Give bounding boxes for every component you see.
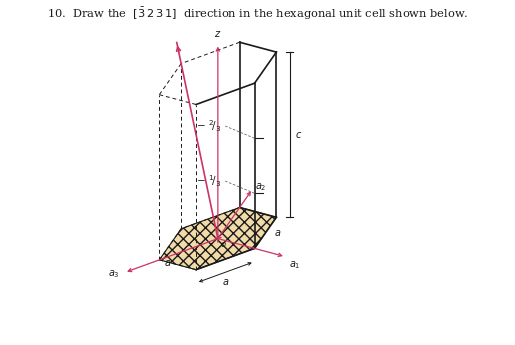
- Text: $a$: $a$: [221, 277, 229, 287]
- Text: $a$: $a$: [273, 228, 281, 238]
- Text: $a$: $a$: [164, 258, 171, 268]
- Text: 10.  Draw the  $[\bar{3}\,2\,3\,1]$  direction in the hexagonal unit cell shown : 10. Draw the $[\bar{3}\,2\,3\,1]$ direct…: [47, 6, 468, 22]
- Text: $-\ ^1\!/_3$: $-\ ^1\!/_3$: [196, 173, 221, 189]
- Text: $a_2$: $a_2$: [255, 181, 267, 193]
- Text: $z$: $z$: [214, 29, 221, 39]
- Text: $-\ ^2\!/_3$: $-\ ^2\!/_3$: [196, 118, 221, 134]
- Text: $c$: $c$: [295, 130, 302, 140]
- Text: $o$: $o$: [219, 240, 226, 249]
- Text: $a_3$: $a_3$: [108, 268, 119, 279]
- Text: $a_1$: $a_1$: [289, 259, 301, 271]
- Polygon shape: [159, 207, 277, 270]
